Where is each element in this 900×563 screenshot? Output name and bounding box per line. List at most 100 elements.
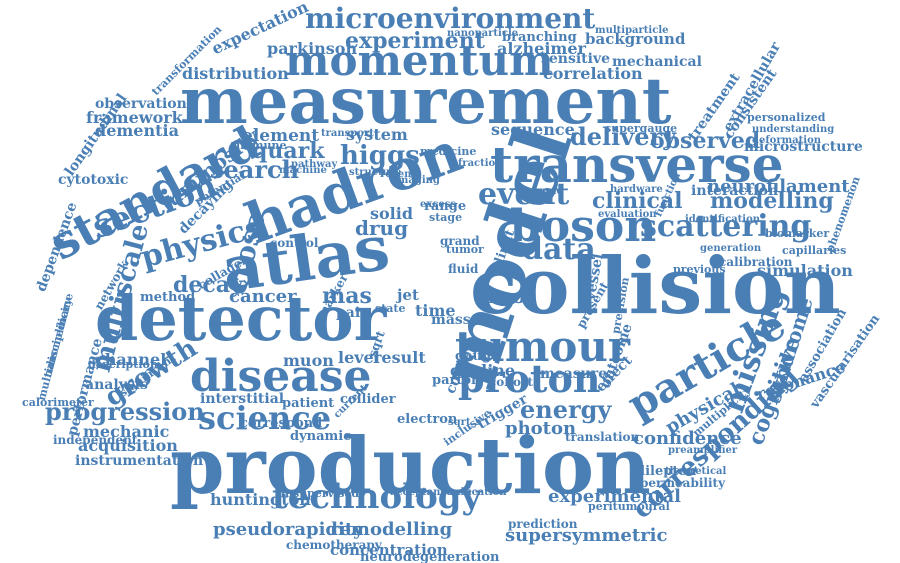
word-stage: stage <box>429 211 463 224</box>
word-simulation: simulation <box>757 261 853 280</box>
word-sequence: sequence <box>491 120 575 139</box>
word-evaluation: evaluation <box>598 209 657 220</box>
word-science: science <box>198 399 332 437</box>
word-energy: energy <box>520 395 612 424</box>
word-calibration: calibration <box>719 255 793 269</box>
word-background: background <box>585 30 686 48</box>
word-dementia: dementia <box>95 121 179 140</box>
word-progression: progression <box>45 397 205 426</box>
word-supersymmetric: supersymmetric <box>505 525 668 546</box>
word-experiment: experiment <box>345 28 485 54</box>
word-analysis: analysis <box>85 377 148 393</box>
word-masse: masse <box>431 312 480 328</box>
word-interaction: interaction <box>691 183 779 199</box>
word-disease: disease <box>190 351 372 402</box>
word-technology: technology <box>272 477 482 517</box>
word-confidence: confidence <box>633 428 742 449</box>
word-method: method <box>140 290 196 305</box>
word-calorimeter: calorimeter <box>22 396 94 409</box>
word-boson: boson <box>510 201 657 252</box>
word-state: state <box>375 302 406 315</box>
word-mechanical: mechanical <box>612 54 702 70</box>
word-result: result <box>373 348 426 367</box>
word-sqrt-s: sqrt_s <box>448 417 482 428</box>
word-generation: generation <box>700 243 762 254</box>
word-fraction: fraction <box>458 158 503 169</box>
word-drug: drug <box>355 216 409 240</box>
word-collider: collider <box>340 392 396 407</box>
word-photon: photon <box>505 418 577 439</box>
word-pair: pair <box>336 305 368 321</box>
word-scattering: scattering <box>640 209 812 244</box>
word-jet: jet <box>397 286 419 304</box>
word-measure: measure <box>540 366 608 382</box>
word-nanoparticle: nanoparticle <box>447 28 519 39</box>
word-solid: solid <box>370 204 414 223</box>
word-cohort: cohort <box>489 375 533 389</box>
word-multiparticle: multiparticle <box>595 25 669 36</box>
word-structure: structure <box>349 167 402 178</box>
word-peritumoural: peritumoural <box>588 500 670 513</box>
word-unification: unification <box>446 487 507 498</box>
word-parton: parton <box>432 373 481 388</box>
word-remodelling: remodelling <box>330 519 453 540</box>
word-modelling: modelling <box>710 188 834 214</box>
word-deformation: deformation <box>752 135 822 146</box>
word-previous: previous <box>673 263 726 276</box>
word-recent: recent <box>380 169 416 180</box>
word-neurodegeneration: neurodegeneration <box>360 550 500 563</box>
word-description: description <box>88 358 158 371</box>
word-observed: observed <box>650 128 761 154</box>
word-immune: immune <box>236 139 287 152</box>
word-decline: decline <box>450 361 516 380</box>
word-preamplifier: preamplifier <box>668 445 738 456</box>
word-correspond: correspond <box>240 416 323 431</box>
word-personalized: personalized <box>747 111 826 124</box>
word-unsupervised: unsupervised <box>277 487 360 500</box>
word-event: event <box>478 177 570 212</box>
word-range: range <box>424 199 467 214</box>
word-tumor: tumor <box>446 243 484 256</box>
word-supergauge: supergauge <box>605 122 678 135</box>
word-independent: independent <box>53 433 138 447</box>
word-imaging: imaging <box>394 175 440 186</box>
word-huntington: huntington <box>210 490 311 509</box>
word-production: production <box>170 421 651 512</box>
word-branching: branching <box>502 30 577 45</box>
word-transport: transport <box>321 128 374 139</box>
word-parkinson: parkinson <box>267 39 358 58</box>
word-machine: machine <box>279 165 327 176</box>
word-concentration: concentration <box>330 541 448 559</box>
word-mas: mas <box>322 283 372 309</box>
word-gauge: gauge <box>455 349 500 364</box>
word-element: element <box>242 126 320 146</box>
word-distribution: distribution <box>182 64 289 83</box>
word-momentum: momentum <box>285 36 554 85</box>
word-mechanic: mechanic <box>83 422 170 441</box>
word-quark: quark <box>252 138 325 164</box>
word-measurement: measurement <box>180 64 672 139</box>
word-cytotoxic: cytotoxic <box>58 172 129 188</box>
word-fluid: fluid <box>448 262 479 276</box>
word-understanding: understanding <box>752 124 835 135</box>
word-capillaries: capillaries <box>782 244 847 257</box>
word-pseudorapidity: pseudorapidity <box>213 519 364 540</box>
word-channel: channel <box>95 350 167 369</box>
word-pathway: pathway <box>291 159 338 170</box>
word-translation: translation <box>565 430 640 444</box>
word-cancer: cancer <box>229 286 297 307</box>
word-dilepton: dilepton <box>636 464 697 479</box>
word-proton: proton <box>458 356 601 401</box>
word-dynamic: dynamic <box>290 429 352 444</box>
word-prediction: prediction <box>508 517 578 531</box>
word-decay: decay <box>173 272 243 298</box>
word-framework: framework <box>86 108 183 127</box>
word-tumour: tumour <box>455 322 631 371</box>
word-correlation: correlation <box>543 64 643 83</box>
word-hardware: hardware <box>610 184 663 195</box>
word-instrumentation: instrumentation <box>75 453 204 469</box>
word-biomarker: biomarker <box>765 227 830 240</box>
word-experimental: experimental <box>548 486 681 507</box>
word-microstructure: microstructure <box>744 139 863 155</box>
word-level: level <box>338 348 380 367</box>
